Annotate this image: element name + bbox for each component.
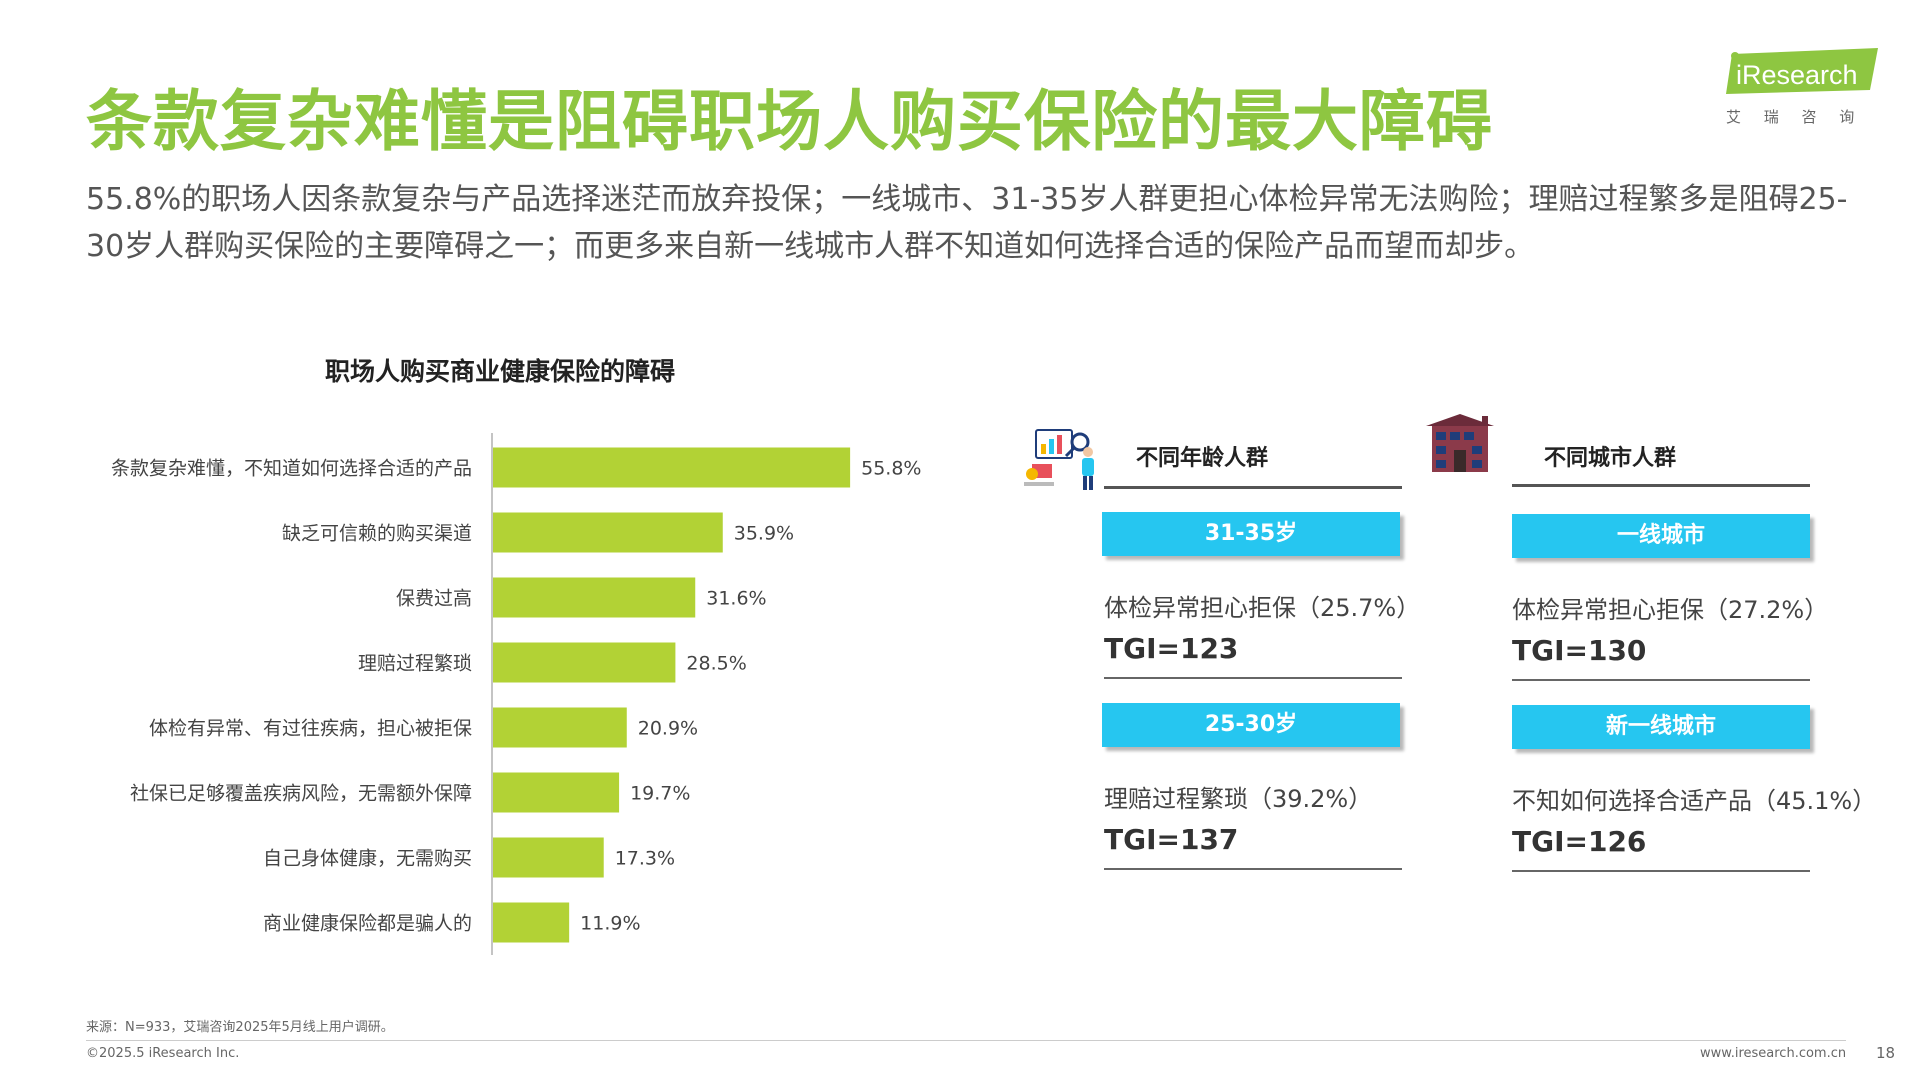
city-divider-1: [1512, 679, 1810, 681]
city-group-underline: [1512, 484, 1810, 487]
category-label: 条款复杂难懂，不知道如何选择合适的产品: [111, 458, 472, 480]
age-divider-1: [1104, 677, 1402, 679]
category-label: 体检有异常、有过往疾病，担心被拒保: [149, 718, 472, 740]
city-group-title: 不同城市人群: [1544, 446, 1677, 471]
bar: [493, 512, 723, 553]
value-label: 19.7%: [630, 783, 690, 805]
age-tgi-31-35: TGI=123: [1104, 632, 1239, 665]
logo-subtext: 艾 瑞 咨 询: [1726, 108, 1863, 126]
city-divider-2: [1512, 870, 1810, 872]
people-analytics-icon: [1024, 429, 1094, 490]
bar: [493, 577, 696, 618]
category-label: 商业健康保险都是骗人的: [263, 913, 472, 935]
city-tgi-new-tier1: TGI=126: [1512, 825, 1647, 858]
bar: [493, 447, 851, 488]
iresearch-logo: iResearch 艾 瑞 咨 询: [1726, 48, 1878, 126]
value-label: 55.8%: [861, 458, 921, 480]
copyright: ©2025.5 iResearch Inc.: [86, 1046, 240, 1061]
age-tgi-25-30: TGI=137: [1104, 823, 1239, 856]
source-note: 来源：N=933，艾瑞咨询2025年5月线上用户调研。: [86, 1020, 394, 1035]
footer-url: www.iresearch.com.cn: [1700, 1046, 1847, 1061]
logo-text: iResearch: [1736, 60, 1858, 90]
bar: [493, 902, 570, 943]
bar: [493, 837, 604, 878]
category-label: 理赔过程繁琐: [358, 653, 472, 675]
page-title: 条款复杂难懂是阻碍职场人购买保险的最大障碍: [86, 83, 1493, 160]
value-label: 20.9%: [638, 718, 698, 740]
age-group-underline: [1104, 486, 1402, 489]
footer-divider: [86, 1040, 1846, 1041]
city-tgi-tier1: TGI=130: [1512, 634, 1647, 667]
building-icon: [1426, 414, 1494, 472]
age-tag-25-30: 25-30岁: [1102, 703, 1400, 747]
value-label: 11.9%: [580, 913, 640, 935]
bar: [493, 707, 627, 748]
bar-chart: 条款复杂难懂，不知道如何选择合适的产品 55.8% 缺乏可信赖的购买渠道 35.9% 保…: [111, 433, 921, 955]
bar: [493, 772, 620, 813]
category-label: 社保已足够覆盖疾病风险，无需额外保障: [130, 783, 472, 805]
value-label: 17.3%: [615, 848, 675, 870]
category-label: 自己身体健康，无需购买: [263, 848, 472, 870]
age-tag-31-35: 31-35岁: [1102, 512, 1400, 556]
age-group-title: 不同年龄人群: [1136, 446, 1269, 471]
value-label: 31.6%: [706, 588, 766, 610]
page-number: 18: [1876, 1044, 1896, 1062]
bar: [493, 642, 676, 683]
page-subtitle: 55.8%的职场人因条款复杂与产品选择迷茫而放弃投保；一线城市、31-35岁人群…: [86, 182, 1848, 264]
value-label: 28.5%: [686, 653, 746, 675]
city-desc-new-tier1: 不知如何选择合适产品（45.1%）: [1512, 787, 1877, 815]
category-label: 缺乏可信赖的购买渠道: [282, 523, 472, 545]
category-label: 保费过高: [396, 588, 472, 610]
city-tag-new-tier1: 新一线城市: [1512, 705, 1810, 749]
city-tag-tier1: 一线城市: [1512, 514, 1810, 558]
city-desc-tier1: 体检异常担心拒保（27.2%）: [1512, 596, 1829, 624]
age-divider-2: [1104, 868, 1402, 870]
age-desc-25-30: 理赔过程繁琐（39.2%）: [1104, 785, 1373, 813]
age-desc-31-35: 体检异常担心拒保（25.7%）: [1104, 594, 1421, 622]
value-label: 35.9%: [734, 523, 794, 545]
chart-title: 职场人购买商业健康保险的障碍: [325, 357, 676, 386]
